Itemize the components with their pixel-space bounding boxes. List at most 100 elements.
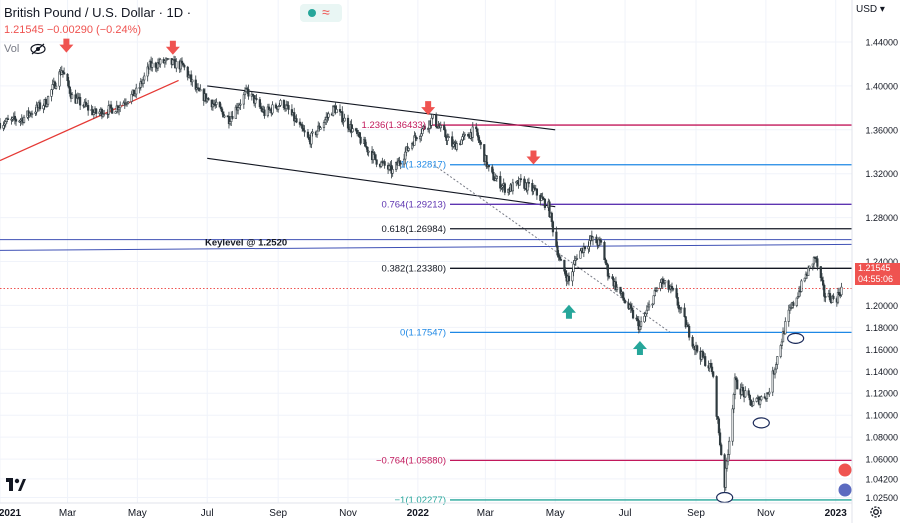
candle-body bbox=[319, 127, 322, 130]
candle-body bbox=[415, 137, 418, 140]
candle-body bbox=[555, 231, 558, 247]
currency-selector[interactable]: USD ▾ bbox=[856, 4, 885, 15]
candle-body bbox=[207, 98, 210, 101]
candle-body bbox=[143, 75, 146, 81]
candle-body bbox=[455, 143, 458, 150]
candle-body bbox=[675, 288, 678, 298]
candle-body bbox=[822, 280, 825, 286]
candle-body bbox=[709, 363, 713, 368]
candle-body bbox=[375, 159, 378, 165]
candle-body bbox=[254, 98, 257, 104]
candle-body bbox=[680, 307, 683, 310]
candle-body bbox=[461, 136, 464, 141]
candle-body bbox=[765, 392, 769, 399]
candle-body bbox=[751, 404, 754, 407]
candle-body bbox=[735, 377, 738, 381]
fib-level-label: 0(1.17547) bbox=[400, 327, 446, 338]
candle-body bbox=[741, 387, 745, 392]
candle-body bbox=[811, 263, 814, 267]
time-tick-label: Sep bbox=[687, 508, 705, 519]
status-dot-icon bbox=[308, 9, 316, 17]
candle-body bbox=[670, 286, 674, 289]
candle-body bbox=[732, 394, 735, 410]
price-axis[interactable]: 1.44000 1.40000 1.36000 1.32000 1.28000 1.240… bbox=[865, 38, 898, 504]
candle-body bbox=[92, 112, 95, 115]
candle-body bbox=[431, 114, 434, 119]
sell-arrow-icon bbox=[526, 150, 541, 165]
fib-level-label: 0.764(1.29213) bbox=[382, 199, 446, 210]
candle-body bbox=[238, 104, 241, 108]
hide-volume-icon[interactable] bbox=[30, 43, 46, 55]
candle-body bbox=[307, 137, 311, 140]
indicator-badge[interactable]: ≈ bbox=[300, 4, 342, 22]
candle-body bbox=[639, 321, 643, 327]
price-tick-label: 1.12000 bbox=[865, 389, 898, 399]
current-price-value: 1.21545 bbox=[858, 263, 891, 273]
gear-icon[interactable] bbox=[868, 504, 884, 520]
candle-body bbox=[755, 397, 758, 402]
candle-body bbox=[373, 152, 376, 155]
fib-level-label: 0.382(1.23380) bbox=[382, 263, 446, 274]
candle-body bbox=[223, 115, 226, 118]
candle-body bbox=[477, 135, 480, 141]
candle-body bbox=[374, 154, 377, 161]
candle-body bbox=[107, 105, 110, 115]
sell-arrow-icon bbox=[165, 40, 180, 55]
price-tick-label: 1.02500 bbox=[865, 493, 898, 503]
candle-body bbox=[548, 201, 551, 218]
candle-body bbox=[471, 126, 474, 138]
symbol-title[interactable]: British Pound / U.S. Dollar · 1D · bbox=[4, 5, 192, 20]
candle-body bbox=[752, 401, 755, 406]
candle-body bbox=[483, 144, 486, 162]
candle-body bbox=[467, 134, 470, 137]
price-tick-label: 1.28000 bbox=[865, 213, 898, 223]
candle-body bbox=[511, 182, 514, 192]
candle-body bbox=[579, 250, 582, 259]
candle-body bbox=[258, 99, 261, 108]
candle-body bbox=[832, 295, 835, 299]
candle-body bbox=[630, 307, 634, 311]
candle-body bbox=[13, 115, 16, 120]
candle-body bbox=[79, 97, 82, 106]
candle-body bbox=[621, 291, 624, 299]
candle-body bbox=[247, 88, 250, 97]
candle-body bbox=[716, 416, 719, 420]
chart-legend: British Pound / U.S. Dollar · 1D · bbox=[4, 5, 191, 20]
event-flag-icon[interactable] bbox=[837, 462, 853, 478]
candle-body bbox=[728, 440, 731, 455]
price-tick-label: 1.24000 bbox=[865, 257, 898, 267]
candle-body bbox=[551, 221, 555, 233]
candle-body bbox=[419, 135, 422, 140]
candle-body bbox=[277, 106, 280, 110]
candle-body bbox=[243, 91, 247, 96]
time-axis[interactable]: 2021 Mar May Jul Sep Nov 2022 Mar May Jul Sep Nov 20… bbox=[0, 508, 847, 519]
candle-body bbox=[688, 325, 691, 338]
candle-body bbox=[487, 164, 490, 168]
tradingview-logo-icon[interactable] bbox=[6, 478, 26, 495]
candle-body bbox=[556, 245, 559, 256]
time-tick-label: 2021 bbox=[0, 508, 22, 519]
candle-body bbox=[604, 259, 607, 264]
candle-body bbox=[683, 307, 686, 317]
candle-body bbox=[6, 118, 10, 121]
candle-body bbox=[563, 259, 566, 272]
sell-arrow-icon bbox=[59, 38, 74, 53]
candle-body bbox=[367, 150, 370, 153]
tradingview-logo-mark bbox=[6, 478, 26, 491]
candle-body bbox=[495, 175, 498, 179]
time-tick-label: Nov bbox=[339, 508, 357, 519]
dotted-trendline bbox=[433, 164, 672, 334]
candle-body bbox=[46, 96, 50, 105]
candle-body bbox=[623, 300, 627, 304]
candle-body bbox=[151, 62, 154, 68]
candle-body bbox=[475, 126, 478, 130]
candle-body bbox=[54, 85, 58, 89]
candle-body bbox=[175, 61, 178, 69]
candle-body bbox=[191, 79, 194, 83]
candle-body bbox=[95, 108, 98, 114]
event-flag-icon[interactable] bbox=[837, 482, 853, 498]
candle-body bbox=[287, 105, 290, 110]
support-trendline bbox=[0, 79, 179, 162]
buy-arrow-icon bbox=[561, 304, 576, 319]
